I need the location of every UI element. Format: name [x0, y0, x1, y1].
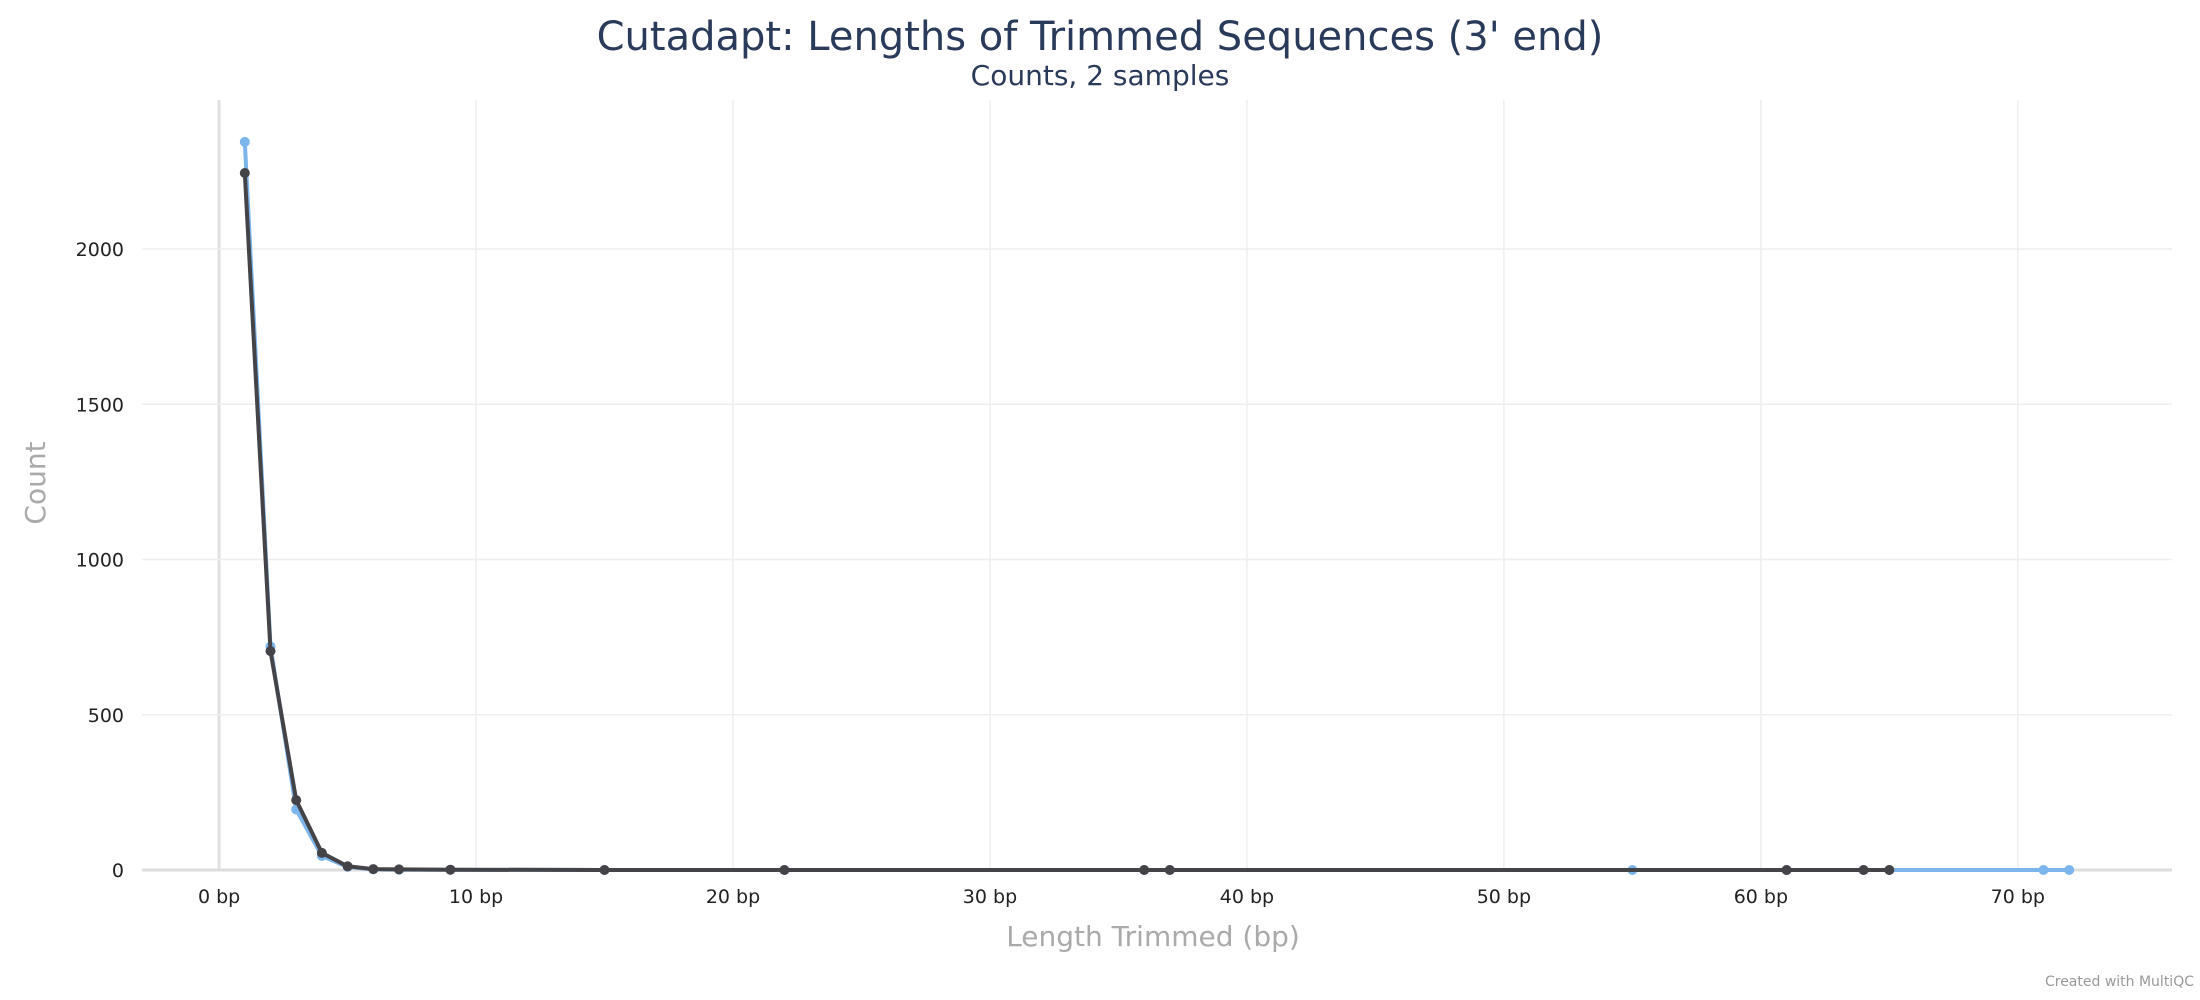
data-point[interactable] — [1884, 865, 1895, 875]
x-tick-label: 0 bp — [198, 886, 240, 908]
x-tick-label: 30 bp — [963, 886, 1017, 908]
series-2 — [239, 168, 1895, 875]
y-tick-label: 500 — [88, 705, 124, 727]
x-tick-label: 10 bp — [449, 886, 503, 908]
data-point[interactable] — [239, 168, 250, 178]
series-line[interactable] — [242, 139, 2072, 872]
x-tick-label: 60 bp — [1734, 886, 1788, 908]
series-line[interactable] — [242, 171, 1892, 872]
data-point[interactable] — [779, 865, 790, 875]
tick-labels: 0 bp 10 bp 20 bp 30 bp 40 bp 50 bp 60 bp 70 bp 0… — [76, 239, 2045, 908]
data-point[interactable] — [2064, 865, 2075, 875]
x-axis-title: Length Trimmed (bp) — [1006, 920, 1300, 953]
data-point[interactable] — [291, 795, 302, 806]
data-point[interactable] — [394, 864, 404, 875]
grid — [142, 100, 2172, 872]
x-tick-label: 50 bp — [1477, 886, 1531, 908]
x-tick-label: 40 bp — [1220, 886, 1274, 908]
data-point[interactable] — [239, 136, 250, 147]
data-point[interactable] — [368, 864, 379, 875]
data-point[interactable] — [1164, 865, 1175, 875]
data-point[interactable] — [445, 864, 456, 875]
data-point[interactable] — [265, 646, 276, 657]
chart-title: Cutadapt: Lengths of Trimmed Sequences (… — [597, 14, 1604, 60]
y-axis-title: Count — [19, 441, 52, 524]
series-1 — [239, 136, 2075, 875]
data-point[interactable] — [599, 865, 610, 875]
y-tick-label: 2000 — [76, 239, 124, 261]
credit-text: Created with MultiQC — [2045, 974, 2194, 990]
data-point[interactable] — [1139, 865, 1150, 875]
chart-subtitle: Counts, 2 samples — [971, 59, 1230, 92]
data-point[interactable] — [2038, 865, 2049, 875]
data-point[interactable] — [316, 847, 327, 858]
data-point[interactable] — [1858, 865, 1869, 875]
plot-area — [239, 136, 2075, 875]
data-point[interactable] — [1781, 865, 1792, 875]
y-tick-label: 1500 — [76, 394, 124, 416]
x-tick-label: 70 bp — [1991, 886, 2045, 908]
y-tick-label: 1000 — [76, 550, 124, 572]
y-tick-label: 0 — [112, 860, 124, 882]
data-point[interactable] — [342, 861, 353, 872]
x-tick-label: 20 bp — [706, 886, 760, 908]
